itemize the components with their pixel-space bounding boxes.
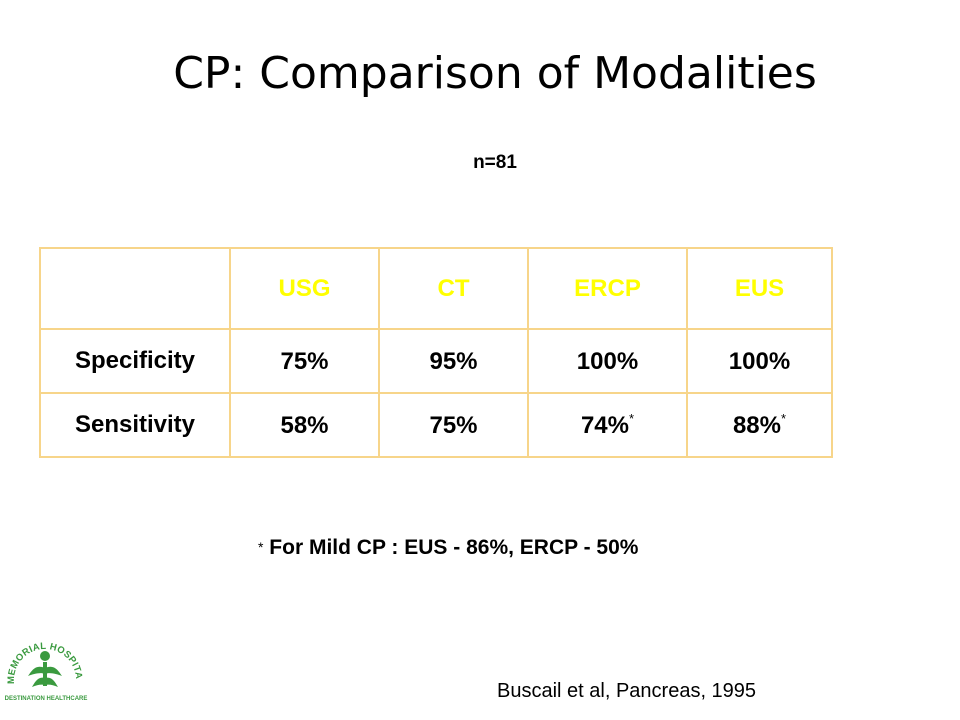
sample-size-label: n=81 xyxy=(473,152,517,173)
row-label-specificity: Specificity xyxy=(39,328,231,394)
cell-specificity-eus: 100% xyxy=(686,328,833,394)
table-row: Sensitivity 58% 75% 74%* 88%* xyxy=(39,392,833,458)
slide-title: CP: Comparison of Modalities xyxy=(173,48,817,99)
footnote-text: For Mild CP : EUS - 86%, ERCP - 50% xyxy=(269,536,639,559)
comparison-table: USG CT ERCP EUS Specificity 75% 95% 100%… xyxy=(39,247,833,458)
header-ercp: ERCP xyxy=(527,247,688,330)
table-row: Specificity 75% 95% 100% 100% xyxy=(39,328,833,394)
row-label-sensitivity: Sensitivity xyxy=(39,392,231,458)
header-eus: EUS xyxy=(686,247,833,330)
cell-sensitivity-eus: 88%* xyxy=(686,392,833,458)
footnote: * For Mild CP : EUS - 86%, ERCP - 50% xyxy=(258,536,638,560)
cell-specificity-ct: 95% xyxy=(378,328,529,394)
hospital-logo: PVS MEMORIAL HOSPITAL LTD DESTINATION HE… xyxy=(2,624,88,702)
table-corner-cell xyxy=(39,247,231,330)
table-header-row: USG CT ERCP EUS xyxy=(39,247,833,330)
cell-specificity-ercp: 100% xyxy=(527,328,688,394)
cell-sensitivity-usg: 58% xyxy=(229,392,380,458)
footnote-marker: * xyxy=(628,410,635,426)
cell-sensitivity-ct: 75% xyxy=(378,392,529,458)
cell-sensitivity-ercp: 74%* xyxy=(527,392,688,458)
logo-tagline: DESTINATION HEALTHCARE xyxy=(5,696,88,702)
header-usg: USG xyxy=(229,247,380,330)
footnote-marker: * xyxy=(780,410,787,426)
header-ct: CT xyxy=(378,247,529,330)
footnote-star: * xyxy=(258,539,264,555)
citation: Buscail et al, Pancreas, 1995 xyxy=(497,680,757,702)
cell-specificity-usg: 75% xyxy=(229,328,380,394)
